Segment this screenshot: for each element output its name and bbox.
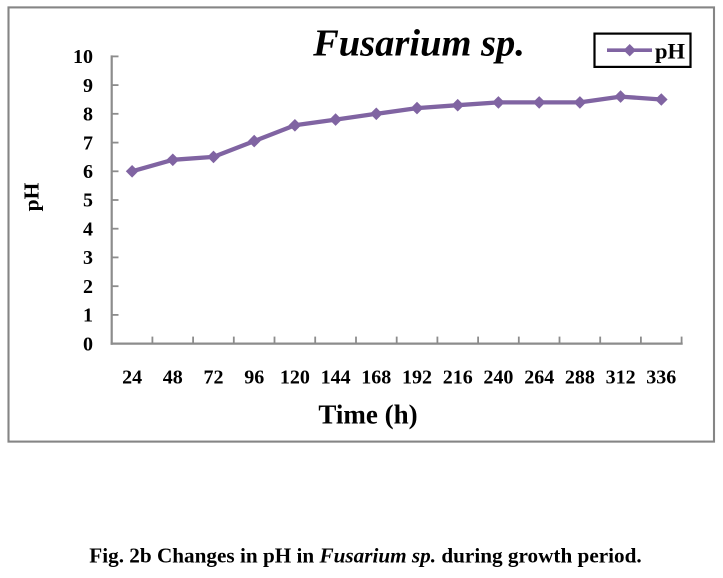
- svg-text:8: 8: [83, 104, 93, 126]
- svg-text:pH: pH: [655, 38, 686, 63]
- svg-text:288: 288: [565, 366, 595, 388]
- svg-text:Fig. 2b Changes in pH in Fusar: Fig. 2b Changes in pH in Fusarium sp. du…: [89, 544, 641, 568]
- svg-text:pH: pH: [20, 182, 44, 211]
- svg-text:72: 72: [204, 366, 224, 388]
- svg-text:192: 192: [402, 366, 432, 388]
- svg-text:216: 216: [443, 366, 473, 388]
- svg-text:336: 336: [646, 366, 676, 388]
- svg-text:168: 168: [361, 366, 391, 388]
- svg-text:2: 2: [83, 276, 93, 298]
- svg-text:120: 120: [280, 366, 310, 388]
- svg-text:6: 6: [83, 161, 93, 183]
- svg-text:3: 3: [83, 247, 93, 269]
- svg-text:0: 0: [83, 333, 93, 355]
- svg-text:7: 7: [83, 132, 93, 154]
- svg-text:96: 96: [244, 366, 264, 388]
- svg-text:Time (h): Time (h): [318, 400, 417, 430]
- svg-text:240: 240: [483, 366, 513, 388]
- svg-text:9: 9: [83, 75, 93, 97]
- svg-text:1: 1: [83, 305, 93, 327]
- svg-text:Fusarium sp.: Fusarium sp.: [312, 23, 525, 65]
- svg-text:5: 5: [83, 190, 93, 212]
- svg-text:144: 144: [321, 366, 351, 388]
- svg-text:48: 48: [163, 366, 183, 388]
- svg-text:4: 4: [83, 218, 93, 240]
- svg-text:264: 264: [524, 366, 554, 388]
- svg-text:10: 10: [73, 46, 93, 68]
- svg-text:312: 312: [606, 366, 636, 388]
- svg-text:24: 24: [122, 366, 142, 388]
